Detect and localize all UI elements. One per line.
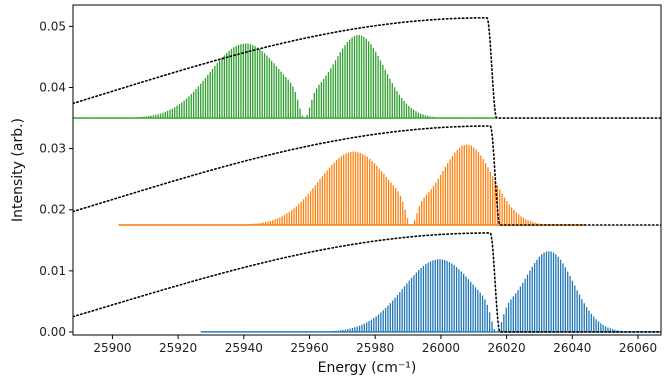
x-tick-label: 25960 [290,341,328,355]
y-tick-label: 0.00 [39,325,66,339]
series-2 [73,35,498,119]
x-tick-label: 25900 [93,341,131,355]
series-1 [118,144,586,226]
series-1-sticks [118,144,586,225]
y-tick-label: 0.05 [39,19,66,33]
x-tick-label: 26020 [488,341,526,355]
series-0-sticks [200,251,661,332]
series-2-sticks [73,35,498,119]
axes-frame [72,4,662,336]
x-axis-label: Energy (cm⁻¹) [318,360,417,376]
y-tick-label: 0.03 [39,142,66,156]
envelope-2 [73,17,661,119]
x-tick-label: 25940 [225,341,263,355]
axis-ticks: 25900 25920 25940 25960 25980 26000 26020 26040… [39,19,657,355]
envelope-0 [73,232,661,333]
x-tick-label: 25920 [159,341,197,355]
envelope-1 [73,125,661,226]
x-tick-label: 26000 [422,341,460,355]
y-tick-label: 0.01 [39,264,66,278]
plot-area [73,17,661,333]
x-tick-label: 26040 [553,341,591,355]
x-tick-label: 25980 [356,341,394,355]
y-axis-label: Intensity (arb.) [10,118,26,222]
series-0 [200,251,661,333]
x-tick-label: 26060 [619,341,657,355]
y-tick-label: 0.04 [39,81,66,95]
y-tick-label: 0.02 [39,203,66,217]
